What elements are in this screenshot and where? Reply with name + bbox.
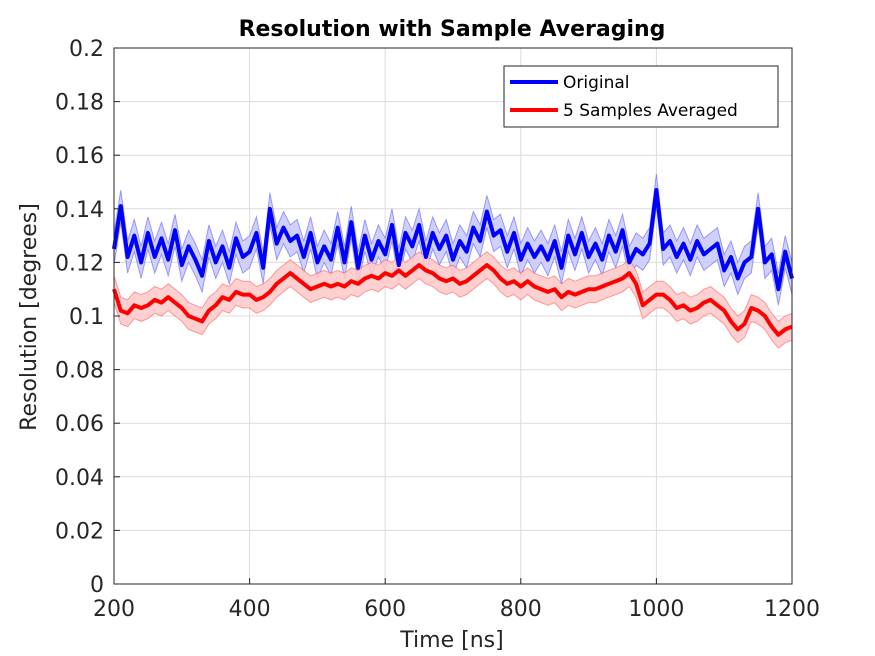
x-axis-label: Time [ns]: [399, 628, 503, 653]
y-tick-label: 0.18: [55, 91, 104, 116]
series-lines: [112, 188, 794, 337]
x-axis: 200 400 600 800 1000 1200: [93, 578, 820, 622]
y-tick-label: 0.16: [55, 144, 104, 169]
y-tick-label: 0.2: [69, 37, 104, 62]
x-tick-label: 1000: [628, 597, 684, 622]
legend-label-averaged: 5 Samples Averaged: [563, 101, 738, 121]
y-axis: 0 0.02 0.04 0.06 0.08 0.1 0.12 0.14 0.16 0.18 0.2: [55, 37, 120, 598]
y-axis-label: Resolution [degrees]: [17, 203, 42, 431]
y-tick-label: 0.12: [55, 251, 104, 276]
legend: Original 5 Samples Averaged: [503, 65, 779, 128]
x-tick-label: 800: [500, 597, 542, 622]
y-tick-label: 0.06: [55, 412, 104, 437]
series-line-original: [112, 188, 794, 292]
x-tick-label: 600: [364, 597, 406, 622]
x-tick-label: 200: [93, 597, 135, 622]
y-tick-label: 0.02: [55, 519, 104, 544]
y-tick-label: 0.04: [55, 466, 104, 491]
legend-box: [503, 65, 779, 128]
x-tick-label: 400: [229, 597, 271, 622]
y-tick-label: 0.08: [55, 359, 104, 384]
legend-label-original: Original: [563, 73, 630, 93]
x-tick-label: 1200: [764, 597, 820, 622]
y-tick-label: 0.1: [69, 305, 104, 330]
y-tick-label: 0: [90, 573, 104, 598]
y-tick-label: 0.14: [55, 198, 104, 223]
chart-title: Resolution with Sample Averaging: [239, 17, 666, 42]
series-line-averaged: [112, 263, 793, 337]
